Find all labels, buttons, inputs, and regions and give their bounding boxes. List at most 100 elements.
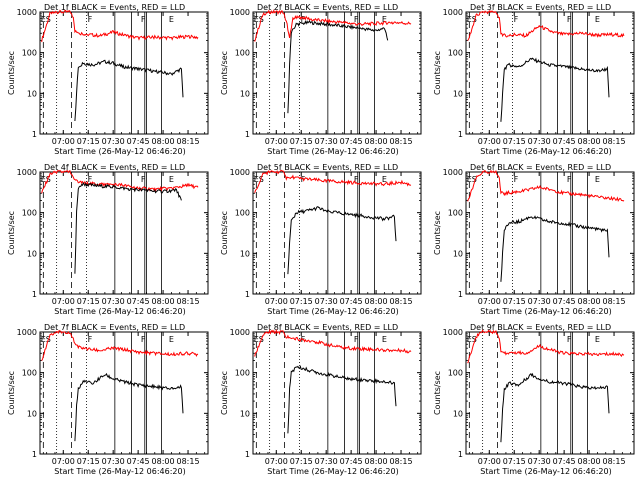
y-tick-label: 10 — [240, 249, 250, 258]
y-tick-label: 1000 — [230, 168, 250, 177]
marker-letter: E — [382, 15, 387, 24]
detector-plot-panel: Det 3f BLACK = Events, RED = LLD 1 10 100 10… — [426, 0, 639, 160]
x-tick-label: 07:45 — [340, 457, 363, 466]
marker-letter: E — [467, 175, 472, 184]
marker-letter: S — [46, 175, 51, 184]
x-tick-label: 08:00 — [578, 457, 601, 466]
lld-series-line — [41, 169, 199, 194]
marker-letter: S — [259, 175, 264, 184]
lld-series-line — [467, 9, 625, 41]
y-tick-label: 100 — [22, 369, 37, 378]
plot-frame — [39, 171, 209, 295]
marker-letter: F — [141, 335, 146, 344]
y-tick-label: 10 — [453, 249, 463, 258]
events-series-line — [500, 215, 610, 282]
y-tick-label: 10 — [453, 409, 463, 418]
marker-letter: E — [41, 15, 46, 24]
x-tick-label: 08:00 — [152, 297, 175, 306]
y-tick-label: 1000 — [443, 8, 463, 17]
x-axis-label: Start Time (26-May-12 06:46:20) — [480, 147, 611, 156]
x-tick-label: 07:15 — [77, 457, 100, 466]
plot-title: Det 1f BLACK = Events, RED = LLD — [44, 3, 185, 12]
y-tick-label: 1000 — [230, 328, 250, 337]
y-axis-label: Counts/sec — [7, 371, 16, 415]
x-axis-label: Start Time (26-May-12 06:46:20) — [54, 307, 185, 316]
lld-series-line — [467, 169, 625, 202]
y-tick-label: 1 — [32, 130, 37, 139]
x-tick-label: 08:00 — [578, 297, 601, 306]
marker-letter: E — [169, 15, 174, 24]
y-tick-label: 1 — [32, 450, 37, 459]
y-axis-label: Counts/sec — [433, 211, 442, 255]
x-tick-label: 07:30 — [528, 297, 551, 306]
y-tick-label: 10 — [240, 409, 250, 418]
x-tick-label: 07:15 — [290, 297, 313, 306]
x-tick-label: 07:15 — [290, 137, 313, 146]
marker-letter: F — [141, 175, 146, 184]
y-tick-label: 100 — [22, 49, 37, 58]
plot-frame — [39, 331, 209, 455]
x-axis-label: Start Time (26-May-12 06:46:20) — [267, 147, 398, 156]
plot-title: Det 8f BLACK = Events, RED = LLD — [257, 323, 398, 332]
plot-title: Det 7f BLACK = Events, RED = LLD — [44, 323, 185, 332]
marker-letter: F — [141, 15, 146, 24]
detector-plot-panel: Det 9f BLACK = Events, RED = LLD 1 10 100 10… — [426, 320, 639, 480]
marker-letter: F — [88, 175, 93, 184]
y-tick-label: 1000 — [443, 328, 463, 337]
y-tick-label: 10 — [27, 249, 37, 258]
x-tick-label: 07:00 — [52, 457, 75, 466]
x-tick-label: 08:15 — [390, 297, 413, 306]
x-tick-label: 07:30 — [528, 457, 551, 466]
y-tick-label: 100 — [448, 49, 463, 58]
marker-letter: F — [88, 335, 93, 344]
x-tick-label: 07:00 — [478, 297, 501, 306]
y-tick-label: 1 — [458, 130, 463, 139]
x-axis-label: Start Time (26-May-12 06:46:20) — [480, 467, 611, 476]
x-tick-label: 08:15 — [177, 297, 200, 306]
x-tick-label: 08:15 — [390, 137, 413, 146]
detector-plot-panel: Det 2f BLACK = Events, RED = LLD 1 10 100 10… — [213, 0, 426, 160]
y-tick-label: 1 — [245, 130, 250, 139]
detector-plot-panel: Det 7f BLACK = Events, RED = LLD 1 10 100 10… — [0, 320, 213, 480]
plot-title: Det 6f BLACK = Events, RED = LLD — [470, 163, 611, 172]
x-tick-label: 07:30 — [315, 457, 338, 466]
detector-plot-svg: Det 1f BLACK = Events, RED = LLD 1 10 100 10… — [7, 3, 209, 156]
x-tick-label: 07:45 — [340, 297, 363, 306]
detector-plot-panel: Det 8f BLACK = Events, RED = LLD 1 10 100 10… — [213, 320, 426, 480]
marker-letter: F — [567, 175, 572, 184]
plot-frame — [465, 331, 635, 455]
events-series-line — [287, 20, 389, 114]
x-tick-label: 07:30 — [102, 297, 125, 306]
detector-plot-svg: Det 3f BLACK = Events, RED = LLD 1 10 100 10… — [433, 3, 635, 156]
marker-letter: S — [472, 15, 477, 24]
y-tick-label: 10 — [27, 409, 37, 418]
lld-series-line — [254, 328, 412, 357]
x-tick-label: 07:45 — [553, 457, 576, 466]
y-axis-label: Counts/sec — [433, 51, 442, 95]
y-tick-label: 100 — [448, 369, 463, 378]
x-tick-label: 07:00 — [265, 137, 288, 146]
x-tick-label: 07:15 — [77, 137, 100, 146]
x-tick-label: 07:45 — [553, 297, 576, 306]
x-tick-label: 07:45 — [127, 297, 150, 306]
lld-series-line — [41, 329, 199, 361]
y-axis-label: Counts/sec — [220, 211, 229, 255]
detector-plot-panel: Det 5f BLACK = Events, RED = LLD 1 10 100 10… — [213, 160, 426, 320]
detector-plot-svg: Det 5f BLACK = Events, RED = LLD 1 10 100 10… — [220, 163, 422, 316]
y-axis-label: Counts/sec — [7, 211, 16, 255]
x-tick-label: 07:30 — [315, 297, 338, 306]
x-tick-label: 07:45 — [127, 137, 150, 146]
x-tick-label: 07:30 — [528, 137, 551, 146]
detector-plot-svg: Det 9f BLACK = Events, RED = LLD 1 10 100 10… — [433, 323, 635, 476]
marker-letter: F — [301, 15, 306, 24]
marker-letter: E — [169, 335, 174, 344]
plot-frame — [252, 331, 422, 455]
x-tick-label: 07:00 — [478, 137, 501, 146]
marker-letter: F — [88, 15, 93, 24]
events-series-line — [500, 372, 610, 443]
x-tick-label: 07:00 — [265, 297, 288, 306]
plot-frame — [465, 11, 635, 135]
x-axis-label: Start Time (26-May-12 06:46:20) — [267, 467, 398, 476]
y-tick-label: 1000 — [17, 8, 37, 17]
plot-title: Det 5f BLACK = Events, RED = LLD — [257, 163, 398, 172]
